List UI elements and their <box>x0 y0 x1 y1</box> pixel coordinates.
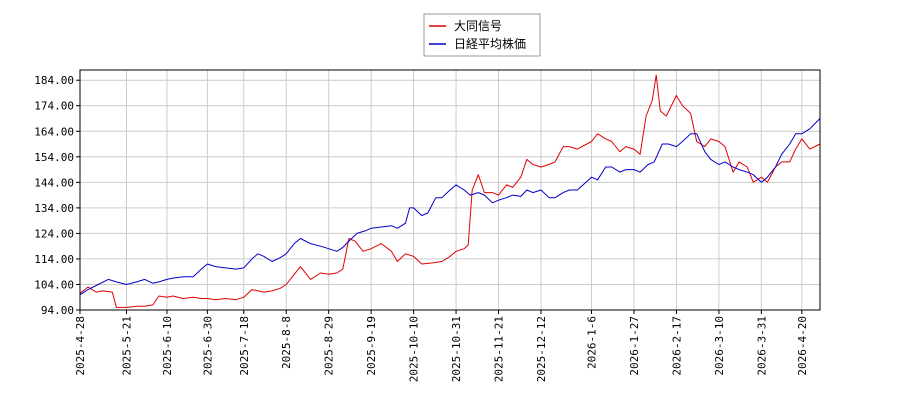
x-tick-label: 2025-10-10 <box>408 316 421 382</box>
x-tick-label: 2026-3-10 <box>713 316 726 376</box>
series-lines <box>79 74 821 308</box>
legend-label-daido-signal: 大同信号 <box>454 19 502 33</box>
x-tick-label: 2025-7-18 <box>238 316 251 376</box>
plot-frame <box>79 69 821 311</box>
y-tick-label: 124.00 <box>34 227 74 240</box>
x-tick-label: 2026-4-20 <box>796 316 809 376</box>
x-tick-label: 2025-9-19 <box>365 316 378 376</box>
legend-box <box>423 13 541 57</box>
grid-lines <box>79 70 820 311</box>
x-tick-label: 2026-2-17 <box>670 316 683 376</box>
x-tick-label: 2025-10-31 <box>450 316 463 382</box>
y-tick-label: 94.00 <box>41 304 74 317</box>
series-line-daido-signal <box>79 74 821 308</box>
y-tick-label: 104.00 <box>34 278 74 291</box>
x-axis: 2025-4-28 2025-5-21 2025-6-10 2025-6-30 2025… <box>74 310 809 382</box>
legend: 大同信号 日経平均株価 <box>423 13 541 57</box>
y-tick-label: 154.00 <box>34 151 74 164</box>
legend-label-nikkei-225: 日経平均株価 <box>454 36 526 51</box>
y-tick-label: 144.00 <box>34 176 74 189</box>
y-tick-label: 114.00 <box>34 253 74 266</box>
x-tick-label: 2026-1-27 <box>628 316 641 376</box>
x-tick-label: 2025-8-29 <box>323 316 336 376</box>
series-line-nikkei-225 <box>79 118 821 296</box>
x-tick-label: 2025-5-21 <box>121 316 134 376</box>
y-tick-label: 184.00 <box>34 74 74 87</box>
x-tick-label: 2025-8-8 <box>280 316 293 369</box>
x-tick-label: 2025-6-30 <box>201 316 214 376</box>
x-tick-label: 2026-3-31 <box>755 316 768 376</box>
y-axis: 94.00 104.00 114.00 124.00 134.00 144.00 154.0… <box>34 74 80 317</box>
x-tick-label: 2025-6-10 <box>161 316 174 376</box>
y-tick-label: 174.00 <box>34 100 74 113</box>
y-tick-label: 164.00 <box>34 125 74 138</box>
x-tick-label: 2026-1-6 <box>586 316 599 369</box>
x-tick-label: 2025-11-21 <box>493 316 506 382</box>
y-tick-label: 134.00 <box>34 202 74 215</box>
x-tick-label: 2025-12-12 <box>535 316 548 382</box>
x-tick-label: 2025-4-28 <box>74 316 87 376</box>
